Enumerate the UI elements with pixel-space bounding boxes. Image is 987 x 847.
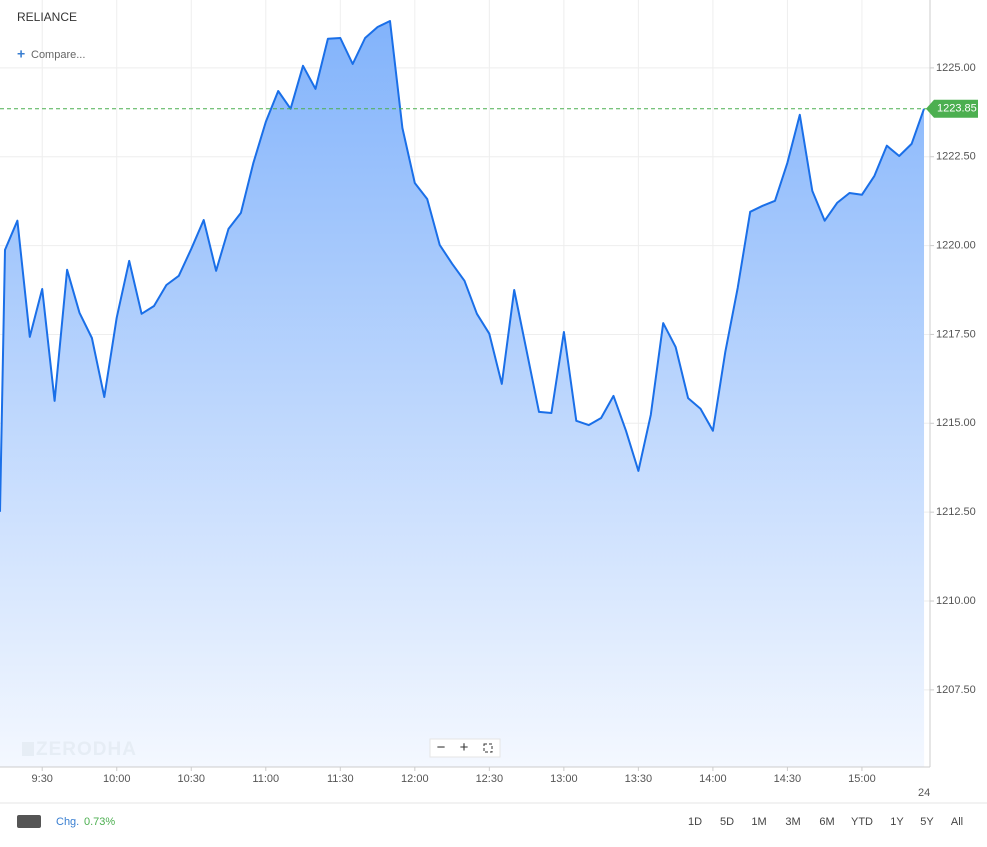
x-tick-label: 12:30	[476, 773, 504, 785]
y-tick-label: 1207.50	[936, 684, 976, 696]
y-tick-label: 1225.00	[936, 62, 976, 74]
x-tick-label: 13:00	[550, 773, 578, 785]
zoom-out[interactable]: −	[437, 739, 446, 756]
y-tick-label: 1215.00	[936, 417, 976, 429]
range-buttons: 1D 5D 1M 3M 6M YTD 1Y 5Y All	[688, 816, 963, 828]
keyboard-icon[interactable]	[17, 815, 41, 828]
compare-plus[interactable]: +	[17, 46, 25, 62]
y-tick-label: 1222.50	[936, 151, 976, 163]
x-tick-label: 13:30	[625, 773, 653, 785]
x-tick-label: 10:30	[178, 773, 206, 785]
chart-title: RELIANCE	[17, 10, 77, 24]
x-tick-label: 15:00	[848, 773, 876, 785]
price-line	[0, 20, 925, 512]
range-button[interactable]: All	[951, 816, 963, 828]
x-tick-label: 14:00	[699, 773, 727, 785]
range-button[interactable]: 1M	[751, 816, 766, 828]
change-label: Chg.	[56, 816, 79, 828]
zoom-controls: − +	[429, 738, 501, 758]
x-tick-label: 12:00	[401, 773, 429, 785]
date-marker: 24	[918, 787, 930, 799]
area-fill	[0, 21, 925, 767]
range-button[interactable]: 1D	[688, 816, 702, 828]
x-tick-label: 9:30	[32, 773, 53, 785]
range-button[interactable]: 1Y	[890, 816, 904, 828]
watermark: ZERODHA	[36, 739, 137, 760]
last-price-tag	[926, 99, 978, 118]
fullscreen[interactable]	[483, 743, 493, 753]
range-button[interactable]: 5D	[720, 816, 734, 828]
zoom-in[interactable]: +	[460, 739, 469, 756]
change-value: 0.73%	[84, 816, 115, 828]
x-tick-label: 14:30	[774, 773, 802, 785]
x-tick-label: 10:00	[103, 773, 131, 785]
plot	[0, 20, 925, 767]
compare-button[interactable]: Compare...	[31, 49, 85, 61]
range-button[interactable]: 6M	[819, 816, 834, 828]
range-button[interactable]: 5Y	[920, 816, 934, 828]
range-button[interactable]: 3M	[785, 816, 800, 828]
y-tick-label: 1212.50	[936, 506, 976, 518]
range-button[interactable]: YTD	[851, 816, 873, 828]
y-tick-label: 1217.50	[936, 328, 976, 340]
y-tick-label: 1220.00	[936, 240, 976, 252]
x-tick-label: 11:30	[327, 773, 354, 785]
last-price-label: 1223.85	[937, 103, 977, 115]
x-tick-label: 11:00	[252, 773, 279, 785]
y-tick-label: 1210.00	[936, 595, 976, 607]
watermark-logo	[22, 742, 34, 756]
